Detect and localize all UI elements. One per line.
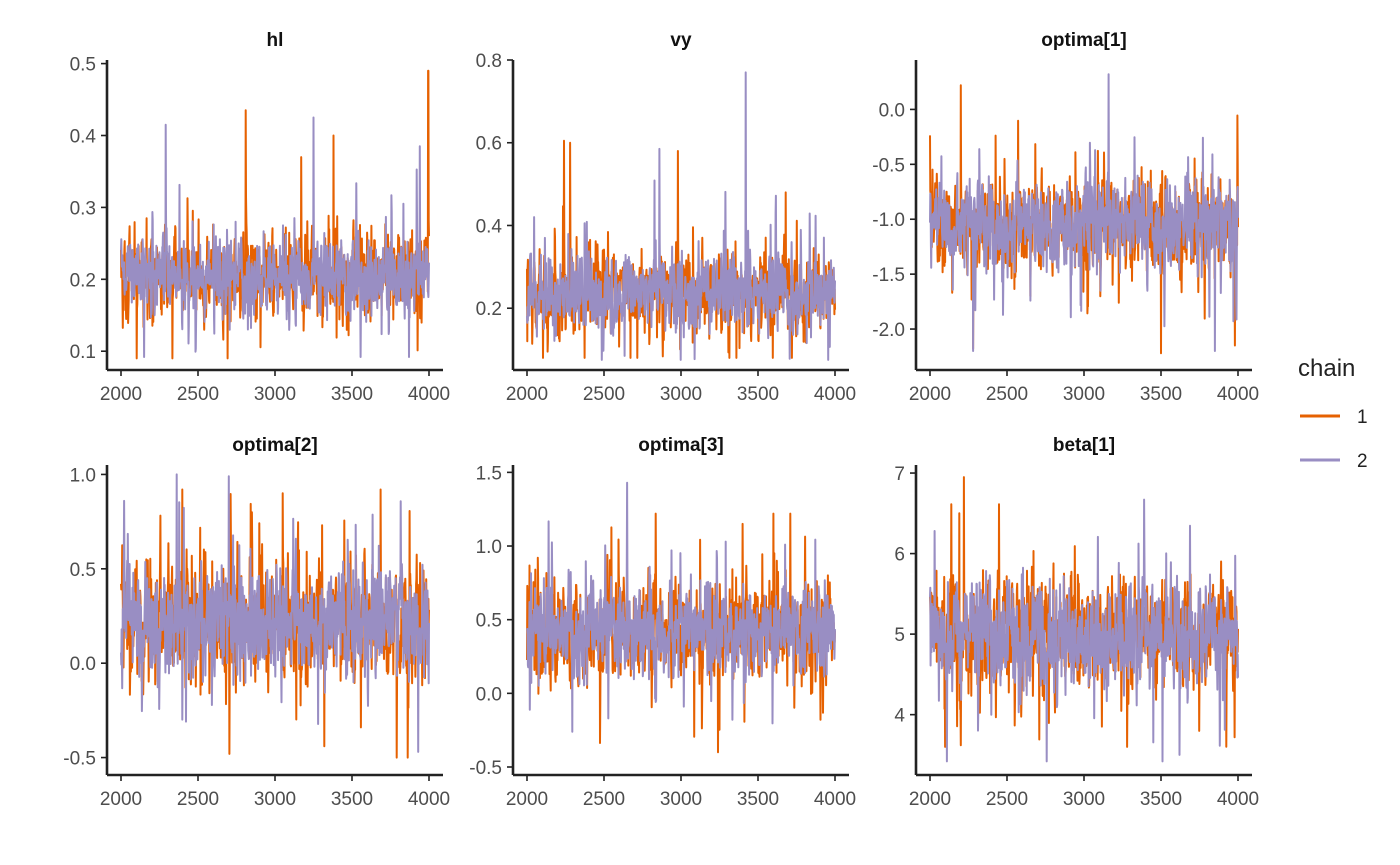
x-tick-label: 2000 bbox=[909, 789, 951, 810]
y-tick-label: 0.0 bbox=[879, 100, 905, 121]
x-tick-label: 3000 bbox=[254, 384, 296, 405]
x-tick-label: 2500 bbox=[986, 384, 1028, 405]
x-tick-label: 3000 bbox=[1063, 384, 1105, 405]
y-tick-label: 0.5 bbox=[476, 611, 502, 632]
legend: chain 1 2 bbox=[1298, 355, 1368, 472]
y-tick-label: 0.5 bbox=[70, 560, 96, 581]
legend-label-chain-1: 1 bbox=[1357, 407, 1368, 428]
y-tick-label: 6 bbox=[894, 545, 905, 566]
y-tick-label: 0.5 bbox=[70, 55, 96, 76]
trace-panel: optima[1] -2.0 -1.5 -1.0 -0.5 0.0 2000 2500 3000… bbox=[872, 30, 1259, 405]
panel-title: optima[3] bbox=[638, 435, 724, 456]
y-tick-label: 4 bbox=[894, 706, 905, 727]
x-tick-label: 4000 bbox=[814, 789, 856, 810]
y-tick-label: 1.0 bbox=[70, 465, 96, 486]
y-tick-label: -1.5 bbox=[872, 265, 905, 286]
chain-2-trace bbox=[120, 473, 430, 753]
y-tick-label: 0.2 bbox=[70, 270, 96, 291]
y-tick-label: 0.3 bbox=[70, 198, 96, 219]
y-tick-label: -2.0 bbox=[872, 320, 905, 341]
y-tick-label: 5 bbox=[894, 625, 905, 646]
x-tick-label: 2000 bbox=[100, 789, 142, 810]
y-tick-label: 0.0 bbox=[70, 654, 96, 675]
trace-panel: beta[1] 4 5 6 7 2000 2500 3000 3500 4000 bbox=[894, 435, 1259, 810]
chain-1-trace bbox=[120, 69, 430, 360]
x-tick-label: 3500 bbox=[737, 789, 779, 810]
x-tick-label: 4000 bbox=[408, 789, 450, 810]
y-tick-label: 0.6 bbox=[476, 134, 502, 155]
x-tick-label: 2000 bbox=[100, 384, 142, 405]
x-tick-label: 2000 bbox=[506, 384, 548, 405]
y-tick-label: -0.5 bbox=[63, 749, 96, 770]
trace-panels: hl 0.1 0.2 0.3 0.4 0.5 2000 2500 3000 3500 4000 vy 0… bbox=[63, 30, 1259, 810]
x-tick-label: 3500 bbox=[331, 384, 373, 405]
y-tick-label: 1.5 bbox=[476, 463, 502, 484]
legend-title: chain bbox=[1298, 355, 1355, 382]
y-tick-label: 7 bbox=[894, 464, 905, 485]
x-tick-label: 3500 bbox=[1140, 384, 1182, 405]
chain-2-trace bbox=[120, 116, 430, 358]
x-tick-label: 2500 bbox=[177, 384, 219, 405]
chain-2-trace bbox=[526, 481, 836, 733]
x-tick-label: 3000 bbox=[1063, 789, 1105, 810]
x-tick-label: 4000 bbox=[814, 384, 856, 405]
trace-panel: vy 0.2 0.4 0.6 0.8 2000 2500 3000 3500 4000 bbox=[476, 30, 857, 405]
y-tick-label: -1.0 bbox=[872, 210, 905, 231]
x-tick-label: 3500 bbox=[1140, 789, 1182, 810]
chain-2-trace bbox=[929, 73, 1239, 352]
trace-panel: optima[3] -0.5 0.0 0.5 1.0 1.5 2000 2500 3000 350… bbox=[469, 435, 856, 810]
trace-panel: optima[2] -0.5 0.0 0.5 1.0 2000 2500 3000 3500 40… bbox=[63, 435, 450, 810]
y-tick-label: 0.8 bbox=[476, 51, 502, 72]
x-tick-label: 3000 bbox=[660, 384, 702, 405]
y-tick-label: 0.4 bbox=[70, 127, 97, 148]
x-tick-label: 2500 bbox=[583, 384, 625, 405]
x-tick-label: 4000 bbox=[408, 384, 450, 405]
trace-panel: hl 0.1 0.2 0.3 0.4 0.5 2000 2500 3000 3500 4000 bbox=[70, 30, 451, 405]
panel-title: optima[2] bbox=[232, 435, 318, 456]
y-tick-label: 0.0 bbox=[476, 684, 502, 705]
x-tick-label: 2500 bbox=[583, 789, 625, 810]
legend-label-chain-2: 2 bbox=[1357, 451, 1368, 472]
chain-2-trace bbox=[929, 498, 1239, 763]
y-tick-label: 1.0 bbox=[476, 537, 502, 558]
x-tick-label: 2500 bbox=[986, 789, 1028, 810]
x-tick-label: 2000 bbox=[909, 384, 951, 405]
panel-title: beta[1] bbox=[1053, 435, 1115, 456]
y-tick-label: 0.4 bbox=[476, 216, 503, 237]
panel-title: hl bbox=[267, 30, 284, 51]
panel-title: vy bbox=[670, 30, 692, 51]
x-tick-label: 3000 bbox=[254, 789, 296, 810]
x-tick-label: 4000 bbox=[1217, 789, 1259, 810]
y-tick-label: 0.1 bbox=[70, 342, 96, 363]
chain-2-trace bbox=[526, 71, 836, 361]
y-tick-label: -0.5 bbox=[469, 758, 502, 779]
x-tick-label: 2500 bbox=[177, 789, 219, 810]
x-tick-label: 3000 bbox=[660, 789, 702, 810]
y-tick-label: -0.5 bbox=[872, 155, 905, 176]
panel-title: optima[1] bbox=[1041, 30, 1127, 51]
x-tick-label: 4000 bbox=[1217, 384, 1259, 405]
y-tick-label: 0.2 bbox=[476, 299, 502, 320]
x-tick-label: 3500 bbox=[737, 384, 779, 405]
x-tick-label: 2000 bbox=[506, 789, 548, 810]
x-tick-label: 3500 bbox=[331, 789, 373, 810]
